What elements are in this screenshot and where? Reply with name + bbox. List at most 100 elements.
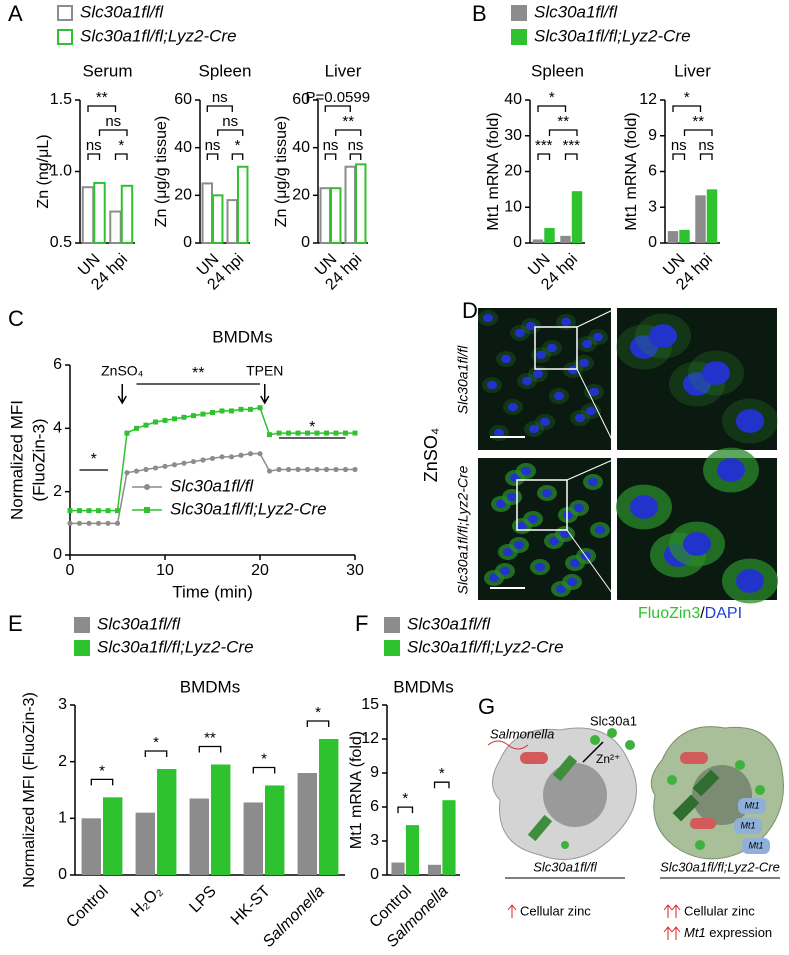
nucleus-stain <box>487 380 497 390</box>
significance-label: * <box>439 765 445 782</box>
legend-marker <box>144 507 150 513</box>
bar <box>102 797 123 875</box>
significance-bracket <box>537 153 551 160</box>
significance-label: * <box>315 704 321 721</box>
y-axis-label: Normalized MFI <box>7 400 26 520</box>
significance-label: ** <box>692 113 704 130</box>
bar <box>93 181 106 245</box>
point <box>247 451 254 457</box>
nucleus-stain <box>536 350 546 360</box>
nucleus-stain <box>575 413 585 423</box>
significance-label: * <box>91 451 97 468</box>
y-tick-label: 9 <box>370 764 379 781</box>
y-tick-label: 6 <box>648 163 657 180</box>
point <box>86 520 92 526</box>
nucleus-stain <box>717 458 745 482</box>
y-axis-label: Zn (μg/g tissue) <box>273 116 290 227</box>
significance-label: ** <box>342 113 354 130</box>
inset-box <box>516 479 568 531</box>
bar <box>695 195 706 243</box>
y-tick-label: 60 <box>174 91 192 108</box>
significance-label: * <box>99 762 105 779</box>
micrograph <box>478 308 611 450</box>
panel-label: G <box>478 694 495 719</box>
bar <box>236 165 249 245</box>
nucleus-stain <box>483 313 493 323</box>
x-tick-label: 0 <box>66 562 75 579</box>
nucleus-stain <box>554 391 564 401</box>
significance-label: ** <box>204 729 216 746</box>
nucleus-stain <box>494 428 504 438</box>
point <box>343 430 348 436</box>
nucleus-stain <box>503 547 513 557</box>
zinc <box>590 735 600 745</box>
transporter <box>692 769 720 797</box>
y-tick-label: 0 <box>301 234 310 251</box>
y-tick-label: 40 <box>504 91 522 108</box>
up-arrow <box>663 926 681 940</box>
inset-line <box>576 368 618 451</box>
nucleus-stain <box>528 514 538 524</box>
x-tick-label: 10 <box>156 562 174 579</box>
nucleus-stain <box>515 328 525 338</box>
point <box>191 413 196 419</box>
point <box>105 508 111 514</box>
y-tick-label: 6 <box>370 798 379 815</box>
y-tick-label: 20 <box>504 163 522 180</box>
row-label: Slc30a1fl/fl <box>455 345 471 414</box>
bar <box>344 165 357 245</box>
nucleus-stain <box>526 321 536 331</box>
point <box>172 416 177 422</box>
chart-title: BMDMs <box>393 677 453 696</box>
nucleus-stain <box>593 332 603 342</box>
legend-swatch <box>384 640 400 656</box>
nucleus-stain <box>540 417 550 427</box>
point <box>153 419 158 425</box>
significance-label: ns <box>105 113 121 130</box>
point <box>323 466 330 473</box>
point <box>162 417 168 423</box>
point <box>105 520 111 526</box>
point <box>115 508 120 514</box>
schematic-label: Slc30a1fl/fl;Lyz2-Cre <box>660 859 780 874</box>
bar <box>679 229 690 243</box>
significance-label: ns <box>323 137 339 154</box>
y-tick-label: 12 <box>639 91 657 108</box>
panel-label: D <box>462 298 478 323</box>
schematic-label: Mt1 <box>744 800 759 810</box>
nucleus-stain <box>574 503 584 513</box>
point <box>305 430 310 436</box>
legend-marker <box>144 484 150 490</box>
y-tick-label: 0 <box>53 546 62 563</box>
legend-label: Slc30a1fl/fl <box>170 476 254 495</box>
significance-label: *** <box>562 137 580 154</box>
significance-bracket <box>397 806 414 814</box>
zinc <box>667 775 677 785</box>
point <box>124 430 130 436</box>
inset-line <box>576 307 618 328</box>
significance-bracket <box>433 781 450 789</box>
point <box>76 520 83 526</box>
annotation: ZnSO₄ <box>101 363 144 379</box>
panel-label: E <box>8 611 23 636</box>
significance-bracket <box>324 105 351 112</box>
nucleus-stain <box>529 424 539 434</box>
arrow <box>260 384 270 405</box>
y-axis-label: Zn (μg/g tissue) <box>153 116 170 227</box>
point <box>304 466 311 473</box>
point <box>286 430 291 436</box>
point <box>124 470 130 476</box>
y-tick-label: 1.5 <box>50 91 72 108</box>
significance-bracket <box>87 105 117 112</box>
stain: DAPI <box>705 605 742 622</box>
legend-label: Slc30a1fl/fl <box>80 2 164 21</box>
significance-label: * <box>118 137 124 154</box>
significance-label: * <box>309 419 315 436</box>
bar <box>297 773 318 875</box>
inset-line <box>566 457 618 481</box>
point <box>96 508 101 514</box>
annotation: TPEN <box>246 363 283 379</box>
y-tick-label: 3 <box>58 696 67 713</box>
y-tick-label: 1.0 <box>50 163 72 180</box>
mt-protein <box>734 818 762 834</box>
